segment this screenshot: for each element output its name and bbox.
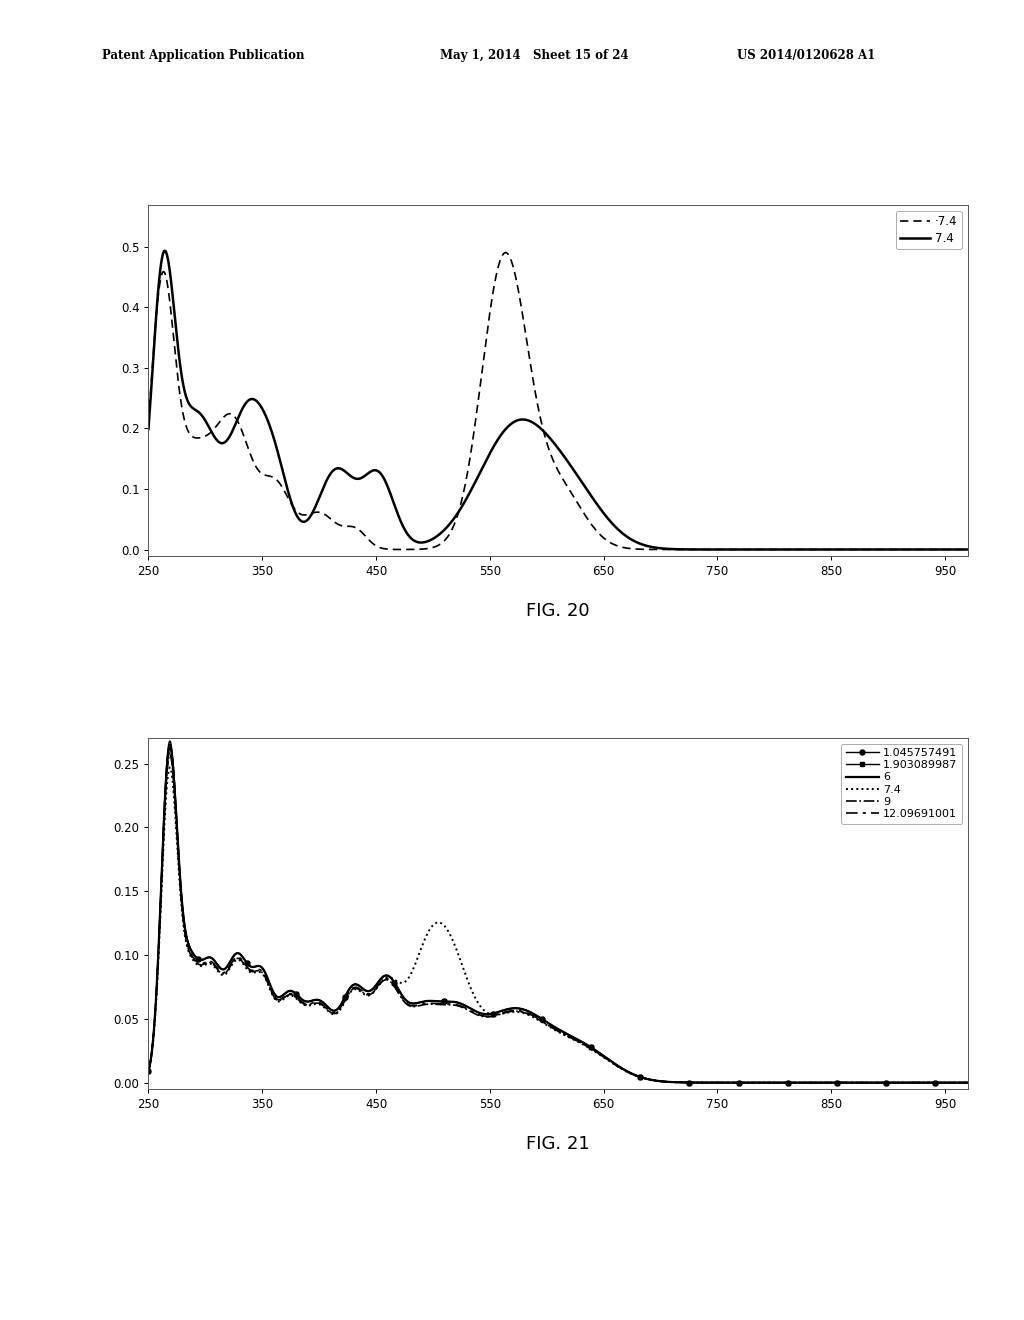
1.903089987 [164,737,176,752]
7.4 [142,421,155,437]
·7.4 [787,541,800,557]
1.903089987 [541,1015,553,1031]
1.045757491 [184,941,197,957]
1.045757491 [142,1063,155,1078]
6 [142,1063,155,1078]
6 [787,1074,800,1090]
Line: 1.045757491: 1.045757491 [146,739,970,1085]
·7.4 [541,436,553,451]
Line: 7.4: 7.4 [148,767,968,1082]
Line: 9: 9 [148,755,968,1082]
Line: 12.09691001: 12.09691001 [148,751,968,1082]
9 [787,1074,800,1090]
7.4 [142,1064,155,1080]
·7.4 [938,541,950,557]
Line: 1.903089987: 1.903089987 [146,742,970,1085]
Text: US 2014/0120628 A1: US 2014/0120628 A1 [737,49,876,62]
12.09691001 [541,1016,553,1032]
Text: Patent Application Publication: Patent Application Publication [102,49,305,62]
Line: 7.4: 7.4 [148,251,968,549]
6 [938,1074,950,1090]
1.045757491 [787,1074,800,1090]
Line: 6: 6 [148,747,968,1082]
1.045757491 [519,1002,531,1018]
1.903089987 [184,941,197,957]
9 [938,1074,950,1090]
7.4 [159,243,171,259]
6 [164,739,176,755]
7.4 [184,399,197,414]
12.09691001 [787,1074,800,1090]
7.4 [541,428,553,444]
1.045757491 [541,1015,553,1031]
Text: FIG. 21: FIG. 21 [526,1135,590,1154]
12.09691001 [164,743,176,759]
7.4 [541,1018,553,1034]
·7.4 [938,541,950,557]
1.903089987 [962,1074,974,1090]
1.903089987 [142,1063,155,1078]
7.4 [938,541,950,557]
9 [541,1016,553,1032]
1.903089987 [938,1074,950,1090]
1.903089987 [519,1002,531,1018]
12.09691001 [184,945,197,961]
·7.4 [519,325,531,341]
7.4 [184,948,197,964]
12.09691001 [938,1074,950,1090]
7.4 [164,759,176,775]
Legend: ·7.4, 7.4: ·7.4, 7.4 [896,210,962,249]
9 [184,946,197,962]
12.09691001 [519,1005,531,1020]
9 [962,1074,974,1090]
12.09691001 [962,1074,974,1090]
·7.4 [184,426,197,442]
7.4 [938,1074,950,1090]
7.4 [938,541,950,557]
Text: FIG. 20: FIG. 20 [526,602,590,620]
6 [519,1002,531,1018]
7.4 [519,1006,531,1022]
6 [962,1074,974,1090]
1.045757491 [938,1074,950,1090]
6 [938,1074,950,1090]
6 [541,1015,553,1031]
·7.4 [500,244,512,260]
1.045757491 [938,1074,950,1090]
12.09691001 [142,1064,155,1080]
1.903089987 [938,1074,950,1090]
Line: ·7.4: ·7.4 [148,252,968,549]
·7.4 [962,541,974,557]
7.4 [519,412,531,428]
1.045757491 [962,1074,974,1090]
7.4 [962,541,974,557]
1.903089987 [787,1074,800,1090]
7.4 [938,1074,950,1090]
7.4 [787,1074,800,1090]
Text: May 1, 2014   Sheet 15 of 24: May 1, 2014 Sheet 15 of 24 [440,49,629,62]
9 [938,1074,950,1090]
12.09691001 [938,1074,950,1090]
1.045757491 [164,733,176,748]
6 [184,941,197,957]
Legend: 1.045757491, 1.903089987, 6, 7.4, 9, 12.09691001: 1.045757491, 1.903089987, 6, 7.4, 9, 12.… [841,743,963,824]
7.4 [787,541,800,557]
7.4 [962,1074,974,1090]
9 [142,1064,155,1080]
9 [164,747,176,763]
·7.4 [142,413,155,429]
9 [519,1005,531,1020]
